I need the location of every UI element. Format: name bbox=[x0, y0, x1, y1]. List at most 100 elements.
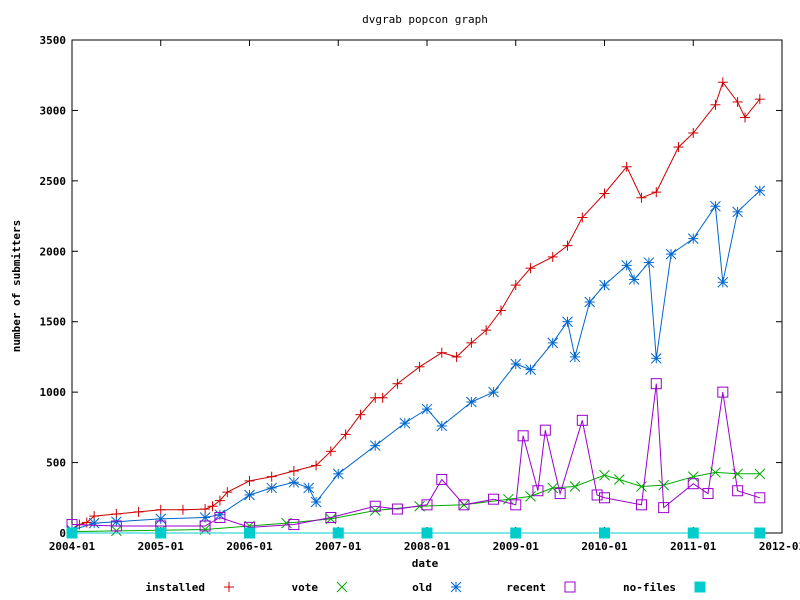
data-point-old bbox=[732, 206, 743, 218]
data-point-old bbox=[525, 364, 536, 375]
x-axis-label: date bbox=[412, 557, 439, 570]
data-point-installed bbox=[340, 429, 351, 440]
data-point-recent bbox=[658, 502, 670, 514]
data-point-installed bbox=[414, 361, 425, 372]
legend-label-recent: recent bbox=[506, 581, 546, 594]
data-point-no-files bbox=[155, 527, 167, 539]
data-point-recent bbox=[532, 485, 544, 497]
data-point-old bbox=[665, 248, 677, 260]
data-point-old bbox=[111, 516, 122, 528]
x-tick-label: 2005-01 bbox=[138, 540, 185, 553]
data-point-installed bbox=[392, 378, 403, 389]
x-axis: 2004-01 2005-01 2006-01 2007-01 2008-01 2009-… bbox=[49, 40, 800, 553]
legend: installed vote old recent no-files bbox=[145, 581, 706, 594]
data-point-installed bbox=[214, 495, 225, 506]
x-tick-label: 2010-01 bbox=[581, 540, 628, 553]
series-no-files bbox=[66, 527, 766, 539]
data-point-recent bbox=[576, 414, 588, 426]
x-tick-label: 2011-01 bbox=[670, 540, 717, 553]
data-point-no-files bbox=[599, 527, 610, 539]
data-point-installed bbox=[732, 96, 743, 107]
data-point-vote bbox=[613, 474, 625, 485]
y-tick-label: 0 bbox=[59, 527, 66, 540]
series-installed bbox=[67, 77, 765, 534]
data-point-installed bbox=[451, 351, 462, 362]
data-point-old bbox=[621, 260, 633, 271]
y-tick-label: 1500 bbox=[40, 316, 67, 329]
data-point-old bbox=[466, 396, 477, 408]
data-point-installed bbox=[266, 471, 277, 482]
data-point-recent bbox=[754, 492, 766, 504]
data-point-recent bbox=[732, 485, 744, 497]
data-point-recent bbox=[517, 430, 529, 442]
data-point-old bbox=[754, 185, 766, 197]
x-tick-label: 2004-01 bbox=[49, 540, 96, 553]
x-tick-label: 2007-01 bbox=[315, 540, 362, 553]
data-point-recent bbox=[635, 499, 647, 511]
data-point-installed bbox=[466, 337, 477, 348]
legend-marker-no-files bbox=[694, 581, 706, 593]
data-point-recent bbox=[702, 488, 714, 500]
data-point-installed bbox=[481, 325, 492, 336]
data-point-old bbox=[288, 476, 300, 488]
x-tick-label: 2006-01 bbox=[226, 540, 273, 553]
legend-label-vote: vote bbox=[292, 581, 319, 594]
data-point-old bbox=[436, 420, 448, 432]
data-point-installed bbox=[525, 263, 536, 274]
data-point-installed bbox=[636, 192, 647, 203]
data-point-installed bbox=[547, 251, 558, 262]
data-point-no-files bbox=[66, 527, 78, 539]
series-line-installed bbox=[71, 81, 761, 530]
data-point-recent bbox=[539, 424, 551, 436]
data-point-installed bbox=[717, 77, 728, 88]
data-point-old bbox=[599, 279, 610, 291]
data-point-installed bbox=[311, 460, 322, 471]
data-point-old bbox=[687, 233, 699, 244]
data-point-vote bbox=[525, 491, 536, 502]
data-point-old bbox=[88, 517, 100, 529]
data-point-old bbox=[332, 468, 344, 480]
data-point-old bbox=[547, 337, 559, 349]
data-point-old bbox=[310, 496, 322, 508]
series-group bbox=[66, 77, 766, 539]
legend-marker-old bbox=[450, 581, 462, 593]
data-point-no-files bbox=[421, 527, 433, 539]
plot-frame bbox=[71, 39, 783, 534]
y-axis-label: number of submitters bbox=[10, 220, 23, 352]
data-point-installed bbox=[155, 504, 166, 515]
y-tick-label: 3500 bbox=[40, 34, 67, 47]
data-point-installed bbox=[577, 212, 588, 223]
data-point-recent bbox=[458, 499, 470, 511]
data-point-installed bbox=[325, 446, 336, 457]
data-point-old bbox=[643, 257, 655, 268]
data-point-installed bbox=[688, 127, 699, 138]
data-point-recent bbox=[687, 478, 699, 490]
legend-marker-installed bbox=[224, 582, 234, 592]
data-point-recent bbox=[369, 500, 381, 512]
data-point-no-files bbox=[510, 527, 522, 539]
y-axis: 0 500 1000 1500 2000 2500 3000 3500 bbox=[40, 34, 782, 540]
data-point-installed bbox=[288, 466, 299, 477]
data-point-old bbox=[628, 274, 640, 285]
data-point-installed bbox=[355, 409, 366, 420]
data-point-old bbox=[303, 482, 315, 494]
data-point-installed bbox=[740, 112, 751, 123]
data-point-installed bbox=[436, 347, 447, 358]
data-point-recent bbox=[554, 488, 566, 500]
data-point-recent bbox=[421, 499, 433, 511]
data-point-recent bbox=[325, 512, 337, 524]
data-point-recent bbox=[436, 473, 448, 485]
y-tick-label: 500 bbox=[46, 457, 66, 470]
plot-border bbox=[71, 39, 783, 534]
data-point-recent bbox=[288, 519, 300, 531]
series-recent bbox=[66, 378, 766, 533]
data-point-vote bbox=[547, 482, 559, 494]
data-point-recent bbox=[650, 378, 662, 390]
data-point-installed bbox=[200, 504, 211, 515]
data-point-recent bbox=[510, 499, 522, 511]
x-tick-label: 2008-01 bbox=[404, 540, 451, 553]
data-point-old bbox=[510, 358, 522, 370]
legend-label-old: old bbox=[412, 581, 432, 594]
data-point-installed bbox=[673, 142, 684, 153]
data-point-vote bbox=[754, 468, 766, 480]
